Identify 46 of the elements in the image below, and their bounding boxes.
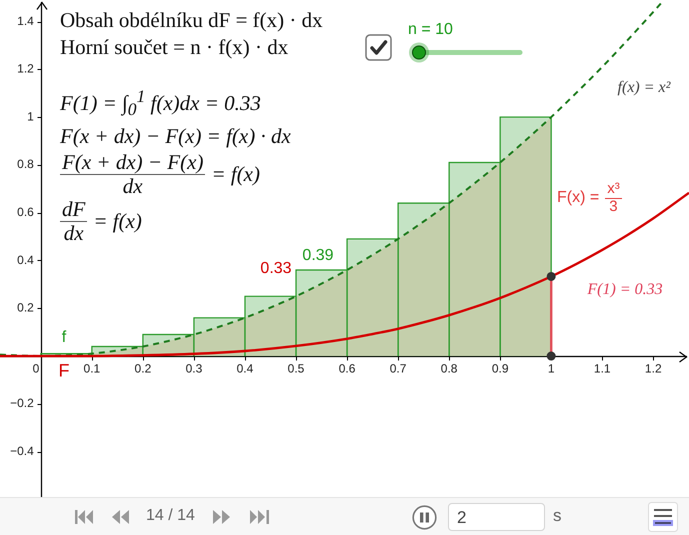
annotation: n = 10	[408, 21, 453, 39]
annotation: f	[62, 329, 66, 347]
annotation: F(x + dx) − F(x) = f(x) · dx	[60, 124, 291, 148]
y-tick-label: 1	[27, 109, 34, 124]
x-tick-label: 0.9	[492, 361, 509, 376]
line-series	[0, 192, 689, 358]
annotation: = f(x)	[211, 162, 260, 188]
text: s	[553, 506, 562, 526]
y-tick-label: 1.4	[17, 14, 34, 28]
annotation: F(x) =	[557, 189, 600, 207]
annotation: Obsah obdélníku dF = f(x) · dx	[60, 8, 323, 32]
y-tick-label: 1.2	[17, 62, 34, 76]
annotation: 3	[605, 198, 622, 215]
annotation: dF	[61, 197, 86, 222]
annotation: x³	[606, 180, 621, 198]
x-tick-label: 0.6	[338, 361, 356, 376]
x-tick-label: 0.4	[236, 361, 254, 376]
x-tick-label: 1.2	[644, 361, 662, 376]
annotation: dx	[60, 174, 206, 198]
y-tick-label: 0.6	[17, 204, 34, 219]
text: 14 / 14	[146, 507, 195, 525]
annotation: F	[58, 360, 70, 382]
x-tick-label: 0.3	[186, 361, 203, 376]
annotation: F(1) = 0.33	[587, 281, 663, 299]
x-tick-label: 1	[548, 361, 555, 376]
annotation: F(1) = ∫$_{0}$$^{1}$ f(x)dx = 0.33	[60, 85, 261, 122]
annotation: F(x + dx) − F(x)	[61, 150, 204, 174]
annotation: 0.39	[302, 247, 334, 265]
x-tick-label: 0.7	[390, 361, 407, 376]
annotation: 0.33	[260, 260, 292, 278]
y-tick-label: −0.4	[10, 444, 34, 458]
input-field: 2	[448, 503, 545, 531]
x-tick-label: 0	[32, 361, 40, 376]
annotation: dx	[60, 221, 88, 246]
x-tick-label: 0.8	[440, 361, 458, 376]
x-tick-label: 0.2	[134, 361, 152, 376]
annotation: f(x) = x²	[618, 79, 670, 97]
y-tick-label: −0.2	[10, 396, 34, 410]
x-tick-label: 1.1	[594, 361, 611, 376]
x-tick-label: 0.1	[84, 361, 101, 376]
annotation: Horní součet = n · f(x) · dx	[60, 35, 288, 59]
y-tick-label: 0.8	[17, 157, 34, 172]
annotation: = f(x)	[93, 209, 142, 234]
y-tick-label: 0.4	[17, 252, 34, 267]
x-tick-label: 0.5	[288, 361, 305, 376]
y-tick-label: 0.2	[17, 300, 34, 315]
